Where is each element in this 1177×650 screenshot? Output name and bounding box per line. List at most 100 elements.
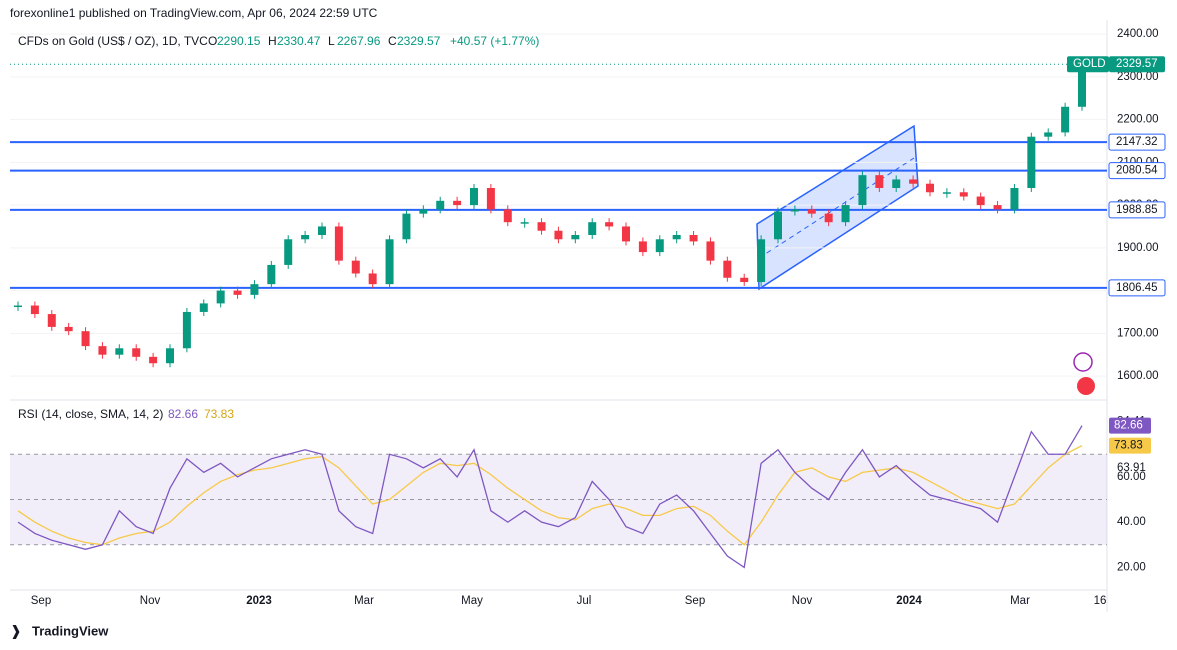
candle [740, 277, 749, 283]
candle [436, 200, 445, 210]
change: +40.57 (+1.77%) [450, 34, 539, 48]
icon [1073, 352, 1093, 372]
rsi-value-box [1109, 417, 1151, 434]
candle [824, 213, 833, 223]
candle [166, 348, 174, 364]
candle [47, 314, 56, 327]
candle [909, 179, 918, 184]
x-tick-label: 2023 [246, 595, 272, 607]
candle [622, 226, 630, 242]
ohlc-value: 2290.15 [217, 34, 261, 48]
candle [807, 209, 816, 214]
candle [875, 175, 884, 188]
rsi-marker: 63.91 [1117, 462, 1146, 474]
candle [993, 205, 1002, 210]
sma-value: 73.83 [204, 407, 234, 421]
candle [115, 348, 124, 355]
ohlc-value: 2329.57 [397, 34, 441, 48]
candle [216, 290, 225, 304]
last-price-box [1109, 56, 1165, 73]
symbol-box [1067, 56, 1109, 73]
x-tick-label: 2024 [896, 595, 922, 607]
ohlc-label: H [268, 34, 277, 48]
candle [774, 211, 782, 240]
ohlc-label: C [388, 34, 397, 48]
rsi-title: RSI (14, close, SMA, 14, 2) [18, 407, 163, 421]
candle [942, 192, 951, 194]
x-tick-label: 16 [1094, 595, 1107, 607]
candle [706, 241, 715, 261]
candle [182, 311, 191, 349]
level-box [1108, 279, 1166, 297]
level-label: 2080.54 [1116, 165, 1158, 177]
candle [926, 183, 934, 193]
candle [892, 179, 901, 188]
channel-mid [758, 157, 915, 259]
rsi-line [17, 425, 1083, 569]
candle [1061, 106, 1070, 133]
candle [588, 222, 597, 236]
candle [351, 260, 360, 274]
candle [655, 239, 664, 253]
y-tick-label: 2200.00 [1117, 114, 1159, 126]
rsi-value: 82.66 [168, 407, 198, 421]
rsi-tick-label: 40.00 [1117, 516, 1146, 528]
candle [453, 200, 462, 206]
candle [858, 175, 867, 206]
candle [672, 235, 681, 240]
candle [233, 290, 242, 295]
rsi-sma-line [17, 445, 1083, 546]
candle [368, 273, 377, 285]
x-tick-label: Mar [354, 595, 374, 607]
x-tick-label: Nov [792, 595, 813, 607]
rsi-band [10, 454, 1107, 545]
candle [1078, 64, 1086, 107]
candle [571, 235, 580, 240]
candle [470, 187, 478, 206]
level-label: 1988.85 [1116, 204, 1158, 216]
published: forexonline1 published on TradingView.co… [10, 6, 378, 20]
candle [98, 346, 107, 355]
ohlc: O 2290.15 H 2330.47 L 2267.96 C 2329.57 +40.57 (… [208, 34, 539, 48]
candle [605, 222, 614, 227]
candle [14, 305, 22, 308]
candle [689, 235, 698, 242]
level-label: 2147.32 [1116, 136, 1158, 148]
x-tick-label: Sep [31, 595, 51, 607]
candle [149, 356, 158, 364]
candle [503, 209, 512, 223]
candle [1044, 132, 1053, 137]
y-tick-label: 1900.00 [1117, 242, 1159, 254]
candle [284, 239, 293, 265]
ohlc-value: 2330.47 [277, 34, 321, 48]
candle [841, 205, 850, 223]
candle [132, 348, 141, 357]
candle [723, 260, 732, 278]
candle [199, 303, 208, 312]
candle [638, 241, 647, 253]
ohlc-label: L [328, 34, 335, 48]
candle [537, 222, 546, 231]
rsi-tick-label: 20.00 [1117, 561, 1146, 573]
footer: TradingView [32, 623, 109, 638]
candle [520, 222, 529, 224]
rsi-tick-label: 60.00 [1117, 471, 1146, 483]
symbol: CFDs on Gold (US$ / OZ), 1D, TVC [18, 34, 208, 48]
level-box [1108, 201, 1166, 219]
candle [757, 239, 766, 283]
candle [790, 209, 799, 212]
ohlc-label: O [208, 34, 217, 48]
x-tick-label: May [461, 595, 483, 607]
y-tick-label: 1600.00 [1117, 370, 1159, 382]
level-box [1108, 133, 1166, 151]
y-tick-label: 1700.00 [1117, 327, 1159, 339]
candle [1010, 187, 1019, 210]
logo: ❱ [10, 623, 22, 640]
candle [554, 230, 563, 240]
last-price-label: 2329.57 [1116, 58, 1158, 70]
candle [402, 213, 411, 240]
candle [959, 192, 968, 197]
candle [334, 226, 343, 261]
x-tick-label: Nov [140, 595, 161, 607]
